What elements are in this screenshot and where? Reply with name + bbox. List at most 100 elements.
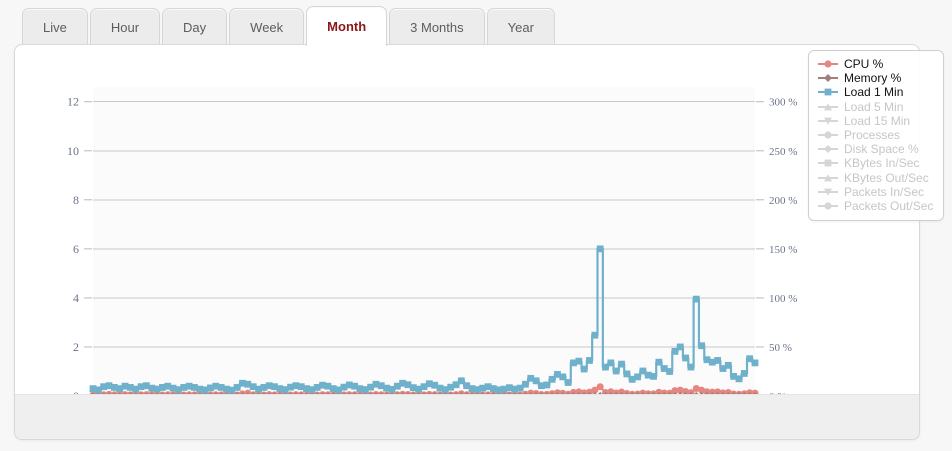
- legend-item-memory[interactable]: Memory %: [817, 71, 935, 85]
- data-point: [447, 383, 455, 391]
- legend-item-packets-out-sec[interactable]: Packets Out/Sec: [817, 199, 935, 213]
- data-point: [719, 365, 727, 372]
- data-point: [94, 386, 102, 394]
- tab-week[interactable]: Week: [229, 8, 305, 46]
- data-point: [223, 385, 230, 393]
- data-point: [682, 388, 690, 396]
- data-point: [527, 374, 535, 382]
- legend-item-label: Disk Space %: [844, 142, 919, 157]
- data-point: [126, 384, 134, 391]
- data-point: [217, 384, 225, 391]
- data-point: [137, 383, 145, 391]
- data-point: [591, 331, 599, 339]
- data-point: [169, 384, 177, 392]
- data-point: [735, 375, 743, 383]
- legend-item-label: Load 5 Min: [844, 99, 904, 114]
- data-point: [479, 384, 487, 392]
- y-axis-right-tick-label: 250 %: [769, 146, 797, 158]
- data-point: [431, 381, 439, 389]
- data-point: [473, 386, 481, 394]
- data-point: [586, 357, 593, 364]
- tab-3-months[interactable]: 3 Months: [389, 8, 485, 46]
- plot-background: [93, 87, 755, 396]
- y-axis-right-tick-label: 200 %: [769, 195, 797, 207]
- legend-item-kbytes-in-sec[interactable]: KBytes In/Sec: [817, 156, 935, 170]
- data-point: [185, 382, 193, 390]
- data-point: [191, 384, 198, 391]
- circle-icon: [818, 131, 838, 139]
- data-point: [142, 382, 150, 390]
- legend-item-load-5-min[interactable]: Load 5 Min: [817, 100, 935, 114]
- data-point: [164, 382, 172, 390]
- data-point: [415, 385, 423, 393]
- resource-usage-chart[interactable]: 0246810120 %50 %100 %150 %200 %250 %300 …: [15, 45, 920, 440]
- y-axis-right-tick-label: 150 %: [769, 244, 797, 256]
- chart-panel: 0246810120 %50 %100 %150 %200 %250 %300 …: [14, 44, 920, 440]
- tab-day[interactable]: Day: [162, 8, 228, 46]
- data-point: [329, 385, 337, 393]
- tab-live[interactable]: Live: [22, 8, 88, 46]
- data-point: [121, 382, 129, 390]
- data-point: [575, 357, 583, 365]
- data-point: [591, 386, 599, 394]
- legend-item-label: Load 15 Min: [844, 113, 911, 128]
- legend-item-cpu[interactable]: CPU %: [817, 57, 935, 71]
- legend-item-label: KBytes In/Sec: [844, 156, 920, 171]
- data-point: [602, 363, 609, 371]
- legend-item-packets-in-sec[interactable]: Packets In/Sec: [817, 185, 935, 199]
- data-point: [484, 383, 492, 391]
- data-point: [714, 357, 722, 364]
- data-point: [100, 383, 108, 391]
- legend-item-load-1-min[interactable]: Load 1 Min: [817, 85, 935, 99]
- data-point: [628, 375, 636, 383]
- data-point: [639, 367, 647, 375]
- data-point: [554, 371, 561, 378]
- data-point: [740, 370, 748, 377]
- data-point: [441, 386, 449, 394]
- data-point: [105, 382, 113, 390]
- data-point: [559, 373, 567, 381]
- legend-item-kbytes-out-sec[interactable]: KBytes Out/Sec: [817, 171, 935, 185]
- data-point: [500, 385, 508, 393]
- data-point: [457, 377, 465, 385]
- data-point: [671, 387, 679, 395]
- legend-item-processes[interactable]: Processes: [817, 128, 935, 142]
- data-point: [265, 382, 273, 390]
- triangle-up-icon: [818, 102, 838, 111]
- tab-month[interactable]: Month: [306, 6, 388, 46]
- series-load-1-min: [89, 245, 759, 394]
- data-point: [303, 385, 310, 393]
- tab-label: 3 Months: [410, 20, 464, 35]
- data-point: [110, 384, 118, 391]
- y-axis-left-tick-label: 12: [67, 95, 79, 109]
- data-point: [255, 385, 262, 393]
- legend-item-load-15-min[interactable]: Load 15 Min: [817, 114, 935, 128]
- tab-hour[interactable]: Hour: [89, 8, 161, 46]
- data-point: [271, 383, 278, 391]
- y-axis-left-tick-label: 4: [73, 291, 79, 305]
- legend-item-label: Packets Out/Sec: [844, 198, 934, 213]
- data-point: [351, 382, 358, 390]
- legend-item-disk-space[interactable]: Disk Space %: [817, 142, 935, 156]
- data-point: [676, 343, 684, 351]
- data-point: [308, 386, 316, 394]
- data-point: [660, 365, 668, 372]
- data-point: [383, 384, 391, 392]
- tab-year[interactable]: Year: [486, 8, 555, 46]
- data-point: [618, 360, 625, 368]
- data-point: [233, 384, 241, 391]
- data-point: [650, 372, 657, 380]
- data-point: [399, 379, 407, 387]
- tab-label: Year: [507, 20, 534, 35]
- y-axis-right-tick-label: 50 %: [769, 342, 792, 354]
- data-point: [436, 384, 444, 392]
- data-point: [388, 385, 396, 393]
- data-point: [425, 380, 433, 388]
- data-point: [201, 386, 209, 394]
- data-point: [249, 383, 257, 391]
- diamond-icon: [818, 74, 838, 83]
- data-point: [730, 372, 738, 380]
- square-icon: [818, 89, 838, 96]
- data-point: [682, 354, 689, 362]
